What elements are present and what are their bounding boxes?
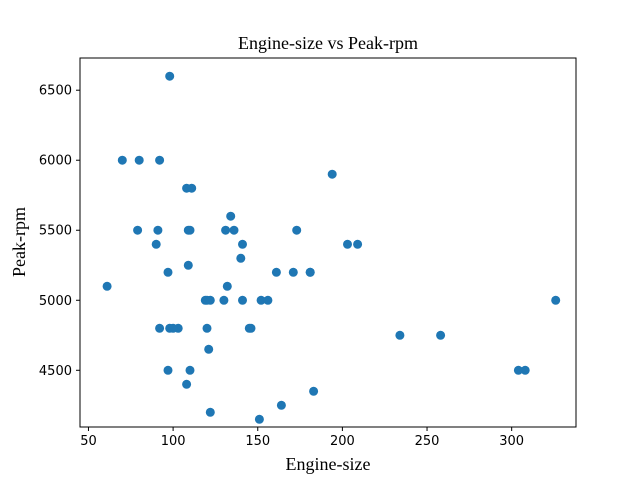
- data-point: [168, 323, 178, 333]
- data-point: [102, 281, 112, 291]
- data-points: [102, 71, 561, 424]
- data-point: [202, 323, 212, 333]
- data-point: [276, 400, 286, 410]
- y-tick-label: 6000: [39, 154, 72, 169]
- data-point: [551, 295, 561, 305]
- data-point: [238, 239, 247, 249]
- data-point: [353, 239, 363, 249]
- x-tick-label: 300: [499, 434, 524, 449]
- y-tick-label: 6500: [39, 84, 72, 99]
- x-tick-label: 200: [330, 434, 355, 449]
- data-point: [292, 225, 302, 235]
- data-point: [513, 365, 523, 375]
- data-point: [185, 365, 195, 375]
- y-tick-label: 5500: [39, 224, 72, 239]
- data-point: [309, 386, 319, 396]
- data-point: [288, 267, 298, 277]
- data-point: [163, 267, 173, 277]
- data-point: [238, 295, 247, 305]
- y-axis-ticks: 4500 5000 5500 6000 6500: [39, 84, 80, 379]
- data-point: [163, 365, 173, 375]
- data-point: [205, 407, 215, 417]
- data-point: [244, 323, 254, 333]
- data-point: [155, 323, 165, 333]
- x-tick-label: 150: [245, 434, 270, 449]
- x-tick-label: 250: [415, 434, 440, 449]
- data-point: [183, 260, 193, 270]
- data-point: [151, 239, 161, 249]
- y-tick-label: 4500: [39, 364, 72, 379]
- data-point: [222, 281, 232, 291]
- x-tick-label: 100: [161, 434, 186, 449]
- data-point: [236, 253, 246, 263]
- data-point: [305, 267, 315, 277]
- data-point: [165, 71, 175, 81]
- data-point: [117, 155, 127, 165]
- data-point: [343, 239, 352, 249]
- data-point: [229, 225, 239, 235]
- data-point: [185, 225, 195, 235]
- data-point: [153, 225, 163, 235]
- data-point: [520, 365, 530, 375]
- data-point: [256, 295, 266, 305]
- data-point: [155, 155, 165, 165]
- data-point: [254, 414, 264, 424]
- x-axis-ticks: 50 100 150 200 250 300: [80, 427, 524, 449]
- data-point: [395, 330, 405, 340]
- x-axis-label: Engine-size: [286, 454, 371, 474]
- plot-frame: [79, 57, 577, 428]
- data-point: [436, 330, 446, 340]
- data-point: [221, 225, 231, 235]
- data-point: [205, 295, 215, 305]
- data-point: [134, 155, 144, 165]
- data-point: [219, 295, 229, 305]
- data-point: [204, 344, 214, 354]
- x-tick-label: 50: [80, 434, 97, 449]
- chart-title: Engine-size vs Peak-rpm: [238, 33, 418, 53]
- data-point: [263, 295, 273, 305]
- data-point: [226, 211, 236, 221]
- y-tick-label: 5000: [39, 294, 72, 309]
- data-point: [187, 183, 197, 193]
- data-point: [182, 379, 192, 389]
- data-point: [271, 267, 281, 277]
- data-point: [133, 225, 143, 235]
- data-point: [327, 169, 337, 179]
- y-axis-label: Peak-rpm: [9, 207, 29, 277]
